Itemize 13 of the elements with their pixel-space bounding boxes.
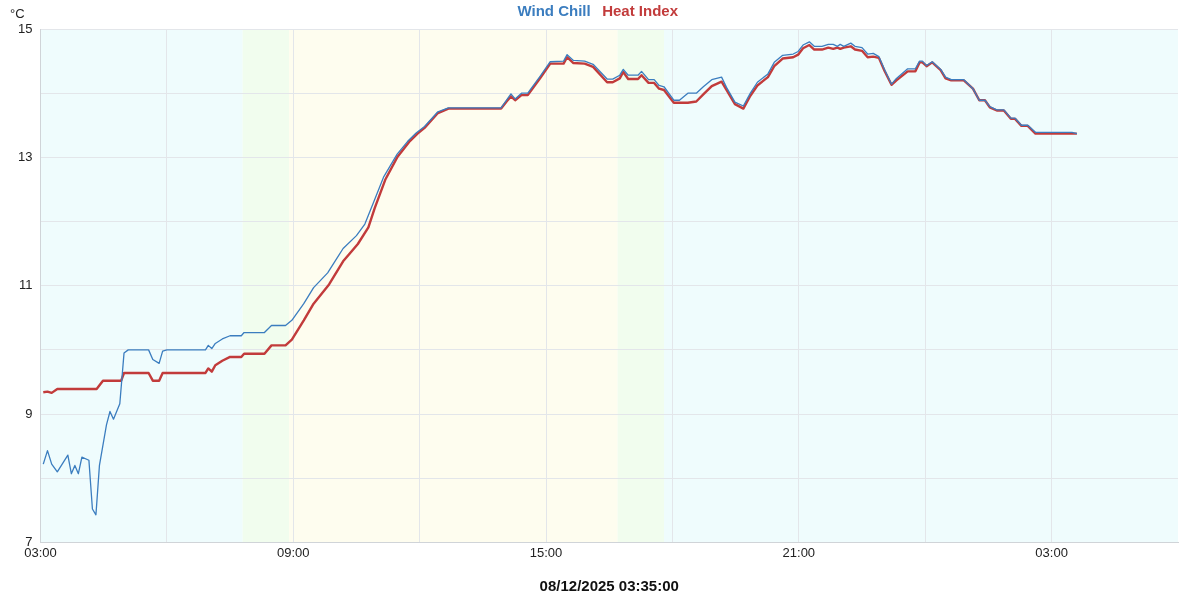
text: Heat Index (602, 1, 679, 19)
x-tick-label: 15:00 (529, 544, 563, 560)
y-tick-label: 15 (17, 20, 33, 36)
x-tick-label: 03:00 (1035, 544, 1068, 560)
y-tick-label: 9 (25, 405, 33, 421)
x-tick-label: 21:00 (782, 544, 816, 560)
x-tick-label: 09:00 (276, 544, 310, 560)
y-tick-label: 7 (25, 533, 33, 549)
y-axis-title: °C (10, 6, 25, 22)
x-axis-title: 08/12/2025 03:35:00 (539, 577, 679, 595)
y-tick-label: 13 (17, 148, 33, 164)
y-tick-label: 11 (18, 277, 33, 293)
text: Wind Chill (517, 1, 591, 19)
